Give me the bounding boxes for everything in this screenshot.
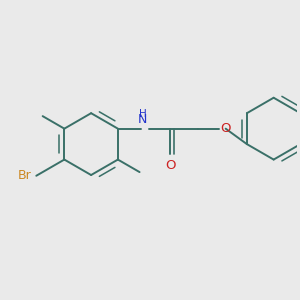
Text: H: H (139, 109, 147, 119)
Text: Br: Br (18, 169, 32, 182)
Text: O: O (165, 159, 175, 172)
Text: O: O (220, 122, 231, 135)
Text: N: N (138, 113, 148, 126)
